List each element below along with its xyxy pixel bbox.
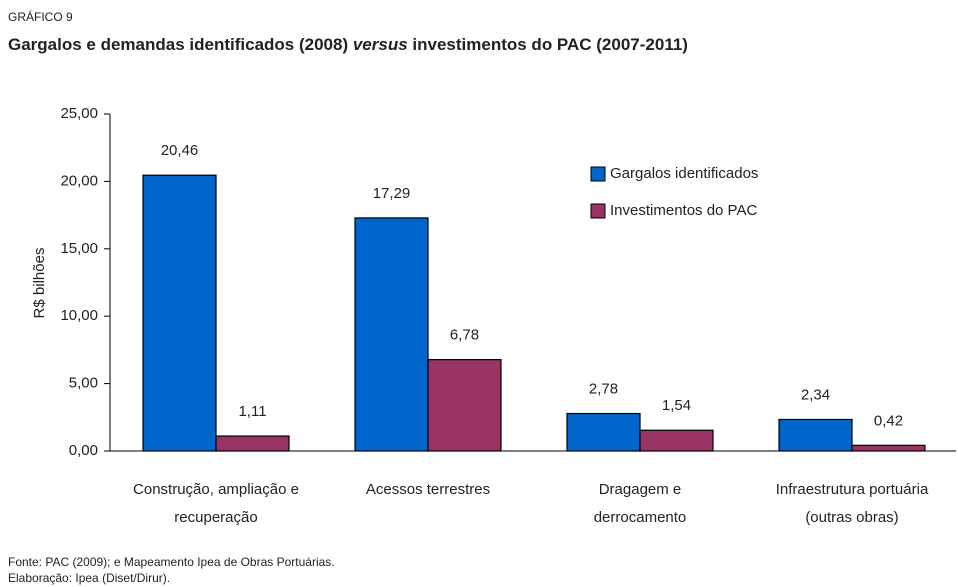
x-tick-label: Dragagem e [599, 481, 682, 498]
legend-swatch [590, 166, 606, 182]
bar [639, 429, 714, 452]
title-part: investimentos do PAC (2007-2011) [408, 35, 688, 54]
value-label: 2,34 [801, 386, 830, 403]
y-tick-label: 0,00 [69, 442, 98, 459]
x-tick-label: Infraestrutura portuária [776, 481, 929, 498]
value-label: 1,11 [238, 403, 266, 420]
title-part: Gargalos e demandas identificados (2008) [8, 35, 353, 54]
bar [851, 444, 926, 452]
y-tick-label: 20,00 [60, 172, 98, 189]
y-tick-label: 5,00 [69, 375, 98, 392]
x-tick-label: (outras obras) [805, 509, 898, 526]
value-label: 17,29 [373, 185, 411, 202]
legend-swatch [590, 203, 606, 219]
bar [215, 435, 290, 452]
value-label: 0,42 [874, 412, 903, 429]
chart-supertitle: GRÁFICO 9 [8, 9, 73, 24]
bar [354, 217, 429, 452]
legend-label: Investimentos do PAC [610, 202, 757, 219]
legend-label: Gargalos identificados [610, 165, 758, 182]
y-tick-label: 10,00 [60, 307, 98, 324]
note: Fonte: PAC (2009); e Mapeamento Ipea de … [8, 555, 335, 569]
value-label: 1,54 [662, 397, 691, 414]
value-label: 2,78 [589, 380, 618, 397]
note: Elaboração: Ipea (Diset/Dirur). [8, 571, 170, 585]
bar [778, 418, 853, 452]
y-tick-label: 25,00 [60, 105, 98, 122]
y-axis-label: R$ bilhões [31, 248, 48, 319]
y-tick-label: 15,00 [60, 240, 98, 257]
title-part: versus [353, 35, 408, 54]
bar [142, 174, 217, 452]
x-tick-label: recuperação [174, 509, 257, 526]
chart-title: Gargalos e demandas identificados (2008)… [8, 35, 688, 54]
value-label: 20,46 [161, 142, 199, 159]
x-tick-label: Acessos terrestres [366, 481, 490, 498]
bar [566, 412, 641, 452]
x-tick-label: Construção, ampliação e [133, 481, 299, 498]
value-label: 6,78 [450, 327, 479, 344]
bar [427, 359, 502, 452]
x-tick-label: derrocamento [594, 509, 687, 526]
